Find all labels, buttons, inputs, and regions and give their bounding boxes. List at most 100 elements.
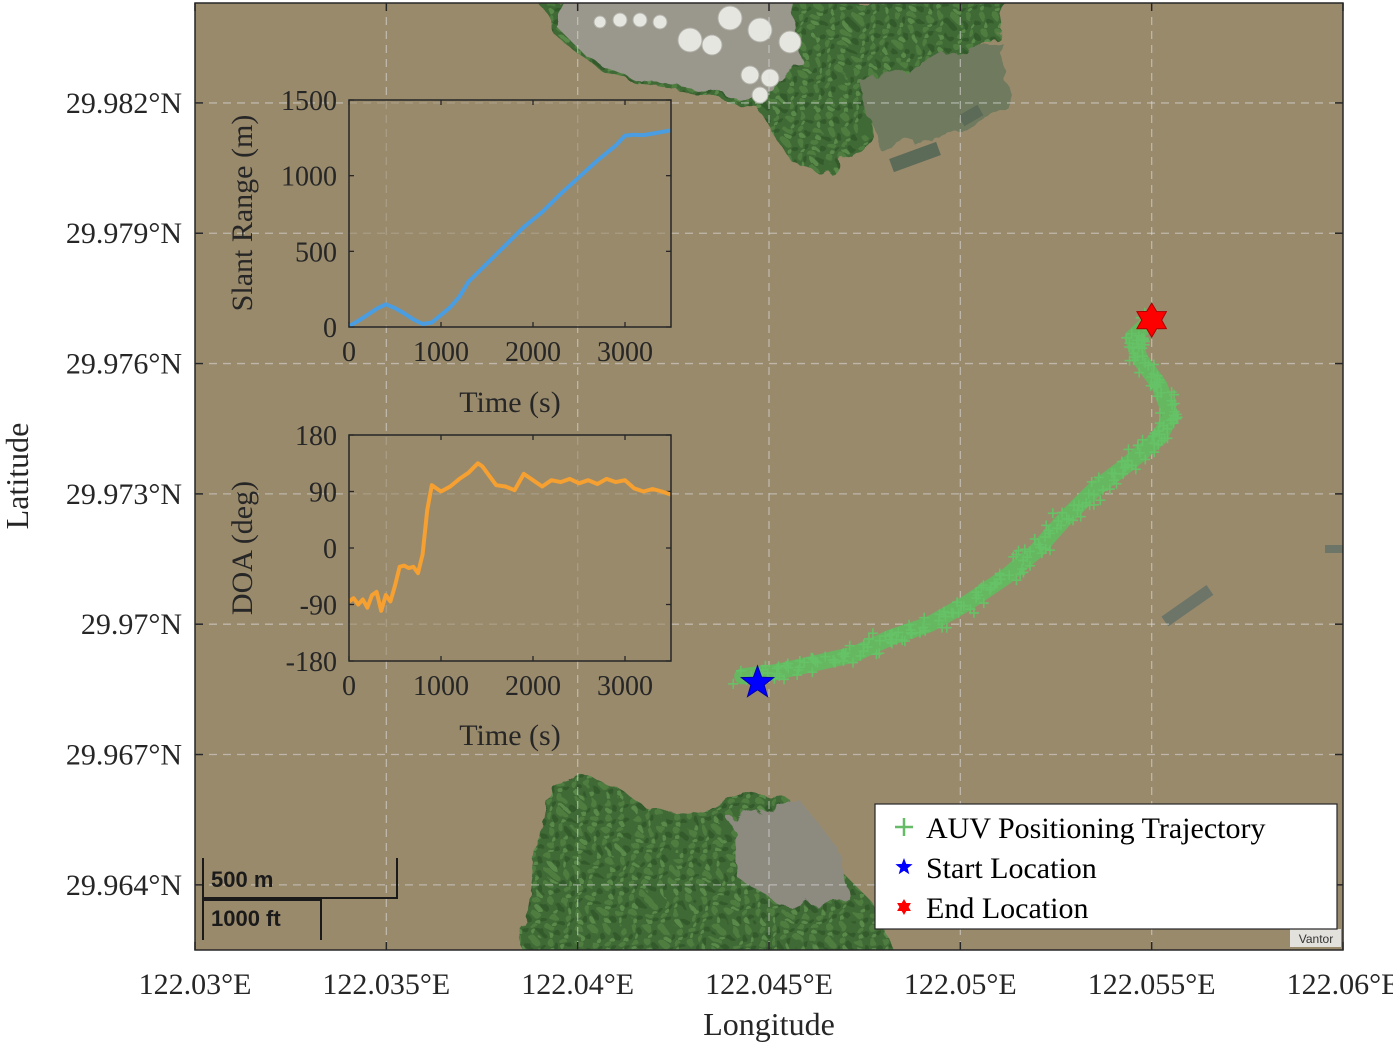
map-y-label: Latitude <box>0 423 35 530</box>
x-tick-label: 122.055°E <box>1088 968 1216 1001</box>
trajectory-point <box>1075 511 1086 522</box>
trajectory-point <box>1011 575 1022 586</box>
inset-y-tick-label: -180 <box>286 647 337 678</box>
inset2-ticks: 0 1000 2000 3000 -180 -90 0 90 180 <box>286 421 671 702</box>
trajectory-point <box>1104 484 1115 495</box>
start-marker <box>740 664 776 698</box>
y-tick-label: 29.967°N <box>66 739 182 772</box>
scale-bar-imperial: 1000 ft <box>211 906 281 931</box>
x-tick-label: 122.035°E <box>322 968 450 1001</box>
inset-x-tick-label: 0 <box>342 337 356 368</box>
trajectory-point <box>855 650 866 661</box>
inset-x-tick-label: 1000 <box>413 671 469 702</box>
trajectory-point <box>838 655 849 666</box>
legend-end-label: End Location <box>926 892 1088 925</box>
trajectory-point <box>844 640 855 651</box>
scale-bar <box>202 858 398 940</box>
inset-x-tick-label: 3000 <box>597 671 653 702</box>
inset2-x-label: Time (s) <box>459 719 560 752</box>
inset2-background <box>349 435 671 661</box>
trajectory-point <box>1088 489 1099 500</box>
trajectory-point <box>1133 440 1144 451</box>
trajectory-point <box>779 674 790 685</box>
trajectory-point <box>874 648 885 659</box>
trajectory-point <box>1109 468 1120 479</box>
auv-trajectory <box>728 307 1183 689</box>
trajectory-point <box>874 635 885 646</box>
trajectory-point <box>995 574 1006 585</box>
trajectory-point <box>1166 387 1177 398</box>
trajectory-point <box>1126 460 1137 471</box>
trajectory-point <box>812 657 823 668</box>
trajectory-point <box>760 660 771 671</box>
trajectory-point <box>941 622 952 633</box>
trajectory-point <box>781 660 792 671</box>
trajectory-point <box>1134 367 1145 378</box>
trajectory-point <box>978 580 989 591</box>
trajectory-point <box>1004 570 1015 581</box>
inset1-x-label: Time (s) <box>459 386 560 419</box>
trajectory-point <box>1167 399 1178 410</box>
map-y-ticks: 29.982°N 29.979°N 29.976°N 29.973°N 29.97°N 2… <box>66 87 1343 902</box>
trajectory-point <box>1120 461 1131 472</box>
trajectory-point <box>946 607 957 618</box>
trajectory-point <box>810 656 821 667</box>
start-star <box>740 664 776 698</box>
trajectory-point <box>994 568 1005 579</box>
trajectory-point <box>1148 359 1159 370</box>
trajectory-point <box>1139 334 1150 345</box>
trajectory-point <box>1056 520 1067 531</box>
slant-range-line <box>348 128 672 328</box>
storage-tanks <box>593 5 802 104</box>
trajectory-point <box>1153 426 1164 437</box>
x-tick-label: 122.06°E <box>1287 968 1393 1001</box>
trajectory-point <box>904 619 915 630</box>
end-hexagram <box>1136 302 1168 339</box>
attribution-text: Vantor <box>1299 932 1333 946</box>
trajectory-point <box>1025 546 1036 557</box>
trajectory-point <box>728 678 739 689</box>
legend-trajectory-marker <box>895 818 913 836</box>
trajectory-point <box>735 665 746 676</box>
inset-x-tick-label: 2000 <box>505 337 561 368</box>
trajectory-point <box>978 598 989 609</box>
legend-start-star <box>895 858 913 875</box>
inset2-frame <box>348 434 672 662</box>
trajectory-point <box>976 582 987 593</box>
legend-start-label: Start Location <box>926 852 1097 885</box>
trajectory-point <box>989 577 1000 588</box>
trajectory-point <box>1168 413 1179 424</box>
legend-box <box>874 803 1338 930</box>
trajectory-point <box>1154 407 1165 418</box>
y-tick-label: 29.973°N <box>66 478 182 511</box>
trajectory-point <box>1134 447 1145 458</box>
trajectory-point <box>918 622 929 633</box>
trajectory-point <box>1154 418 1165 429</box>
trajectory-point <box>1088 499 1099 510</box>
trajectory-point <box>1149 447 1160 458</box>
trajectory-point <box>1045 545 1056 556</box>
trajectory-point <box>1123 444 1134 455</box>
trajectory-point <box>1035 542 1046 553</box>
trajectory-point <box>1036 548 1047 559</box>
inset1-frame <box>348 99 672 328</box>
trajectory-point <box>1025 560 1036 571</box>
trajectory-point <box>1124 338 1135 349</box>
trajectory-point <box>799 657 810 668</box>
trajectory-point <box>1013 545 1024 556</box>
trajectory-point <box>1029 533 1040 544</box>
trajectory-point <box>887 628 898 639</box>
inset1-y-label: Slant Range (m) <box>226 115 259 312</box>
legend-start-marker <box>895 858 913 875</box>
trajectory-point <box>1121 332 1132 343</box>
trajectory-point <box>820 651 831 662</box>
trajectory-point <box>985 584 996 595</box>
trajectory-point <box>1159 433 1170 444</box>
trajectory-point <box>1133 341 1144 352</box>
trajectory-point <box>829 657 840 668</box>
trajectory-point <box>933 615 944 626</box>
x-tick-label: 122.04°E <box>521 968 634 1001</box>
southern-island <box>521 775 895 950</box>
trajectory-point <box>1041 520 1052 531</box>
